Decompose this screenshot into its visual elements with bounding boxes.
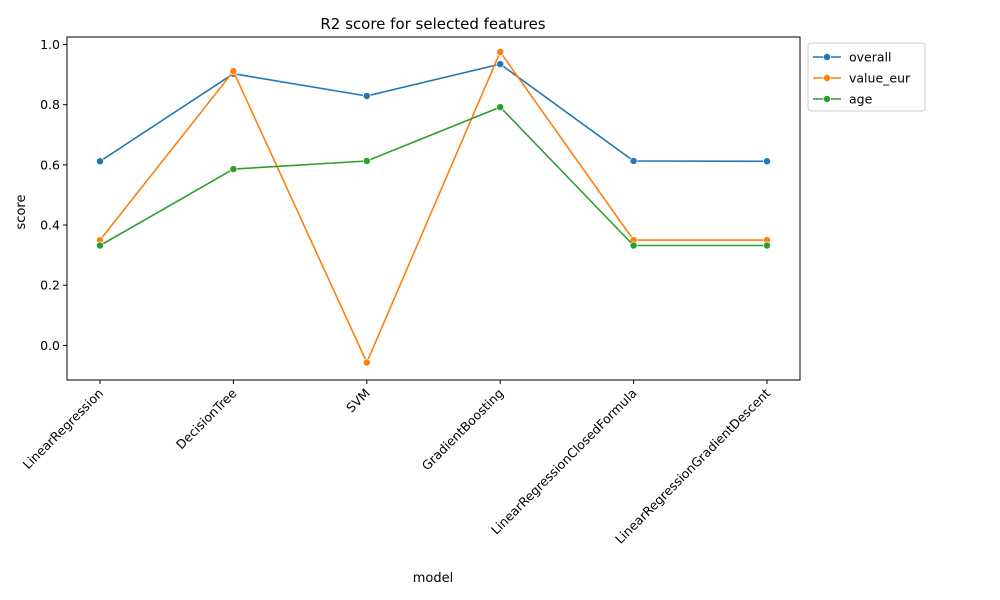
- y-tick-label: 0.0: [40, 338, 60, 353]
- legend-marker-value_eur: [823, 74, 831, 82]
- data-point-value_eur-1: [229, 67, 238, 76]
- legend-label-overall: overall: [849, 50, 891, 65]
- axes-frame: [66, 36, 801, 381]
- data-point-overall-5: [763, 157, 771, 166]
- data-point-value_eur-3: [496, 48, 505, 56]
- chart-title: R2 score for selected features: [320, 15, 545, 33]
- data-point-age-3: [496, 103, 505, 112]
- data-point-overall-3: [496, 60, 505, 69]
- x-axis-label: model: [413, 571, 453, 586]
- legend-box: [807, 42, 926, 112]
- legend-label-age: age: [849, 92, 873, 107]
- data-point-overall-4: [629, 157, 638, 165]
- data-point-age-5: [763, 241, 771, 250]
- y-tick-label: 0.2: [40, 278, 60, 293]
- legend-label-value_eur: value_eur: [849, 71, 911, 86]
- data-point-value_eur-2: [362, 358, 371, 367]
- legend-marker-age: [823, 95, 831, 103]
- y-tick-label: 0.8: [40, 97, 60, 112]
- data-point-overall-0: [96, 157, 104, 166]
- legend-marker-overall: [823, 53, 831, 61]
- data-point-age-2: [362, 157, 371, 165]
- y-axis-label: score: [14, 195, 29, 230]
- y-tick-label: 0.4: [40, 218, 60, 233]
- y-tick-label: 1.0: [40, 37, 60, 52]
- data-point-age-0: [96, 241, 104, 250]
- series-line-value_eur: [99, 51, 767, 364]
- data-point-age-4: [629, 241, 638, 250]
- data-point-overall-2: [362, 92, 371, 100]
- y-tick-label: 0.6: [40, 157, 60, 172]
- series-line-overall: [99, 63, 768, 163]
- data-point-age-1: [229, 165, 238, 174]
- series-line-age: [99, 106, 767, 247]
